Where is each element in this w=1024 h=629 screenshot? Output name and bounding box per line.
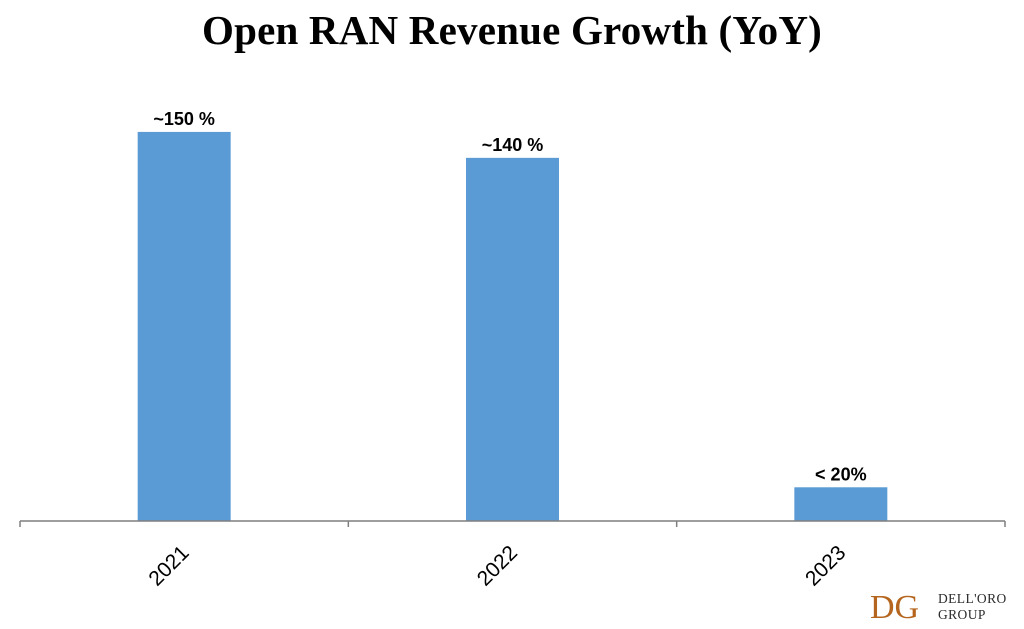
data-label-2021: ~150 % [153, 109, 215, 129]
dell-oro-logo: DG [868, 588, 1018, 626]
bar-2023 [794, 487, 888, 521]
data-label-2023: < 20% [815, 464, 867, 484]
chart-title: Open RAN Revenue Growth (YoY) [201, 7, 823, 53]
bar-2022 [466, 157, 559, 521]
data-labels-group: ~150 % ~140 % < 20% [153, 109, 866, 484]
x-axis [19, 520, 1006, 527]
svg-text:DG: DG [870, 589, 919, 624]
x-tick-labels: 2021 2022 2023 [144, 541, 850, 590]
x-tick-label-2023: 2023 [801, 541, 850, 590]
data-label-2022: ~140 % [482, 135, 544, 155]
x-tick-label-2022: 2022 [473, 541, 522, 590]
logo-wordmark: DELL'ORO GROUP [938, 591, 1007, 623]
bar-2021 [137, 131, 231, 521]
dg-logo-mark-icon: DG [870, 589, 919, 626]
logo-line-2: GROUP [938, 607, 986, 622]
bars-group [137, 131, 888, 521]
x-tick-label-2021: 2021 [144, 541, 193, 590]
logo-line-1: DELL'ORO [938, 591, 1007, 606]
